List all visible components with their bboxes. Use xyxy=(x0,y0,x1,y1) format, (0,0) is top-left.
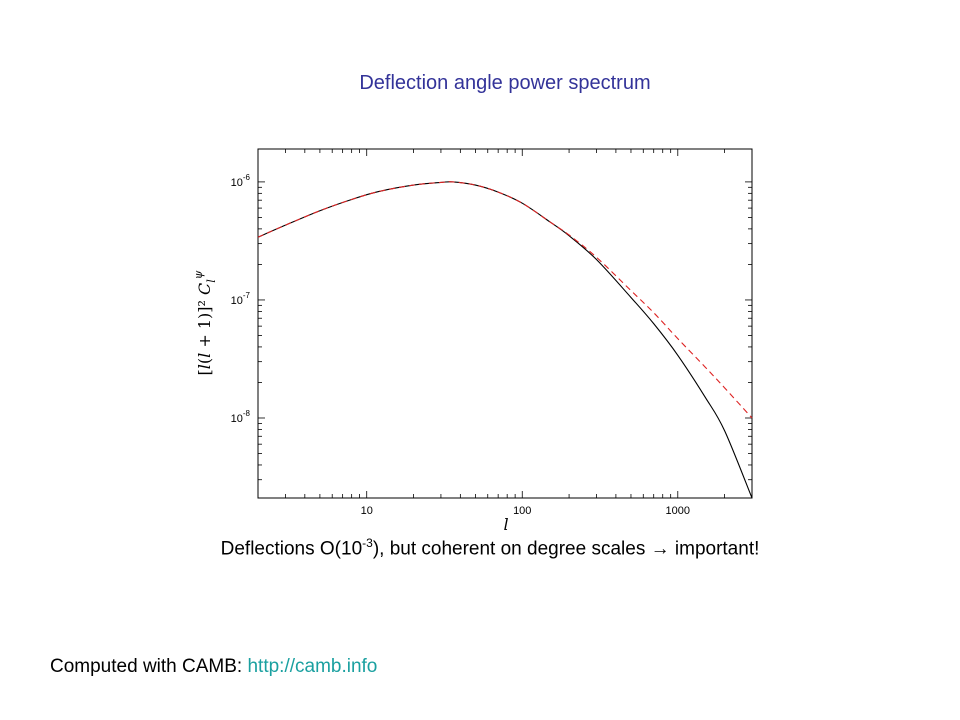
caption-prefix: Deflections O(10 xyxy=(220,538,363,560)
x-tick-label: 1000 xyxy=(666,505,690,517)
footer-text: Computed with CAMB: xyxy=(50,656,248,677)
y-axis-label: [l(l + 1)]² Clψ xyxy=(192,270,218,375)
series-layer xyxy=(257,181,753,499)
x-tick-label: 100 xyxy=(513,505,531,517)
footer: Computed with CAMB: http://camb.info xyxy=(50,656,377,678)
caption-exponent: -3 xyxy=(362,536,373,550)
caption: Deflections O(10-3), but coherent on deg… xyxy=(0,536,960,560)
deflection-spectrum-chart: 10 100 1000 10-8 10-7 10-6 l [l(l + 1)]² Clψ xyxy=(192,148,753,534)
axis-ticks xyxy=(257,149,753,498)
y-tick-label: 10-6 xyxy=(231,173,251,189)
arrow-icon: → xyxy=(650,538,670,560)
x-axis-label: l xyxy=(503,515,508,534)
camb-link[interactable]: http://camb.info xyxy=(247,656,378,677)
tick-labels: 10 100 1000 10-8 10-7 10-6 xyxy=(231,173,690,517)
caption-suffix: ), but coherent on degree scales xyxy=(372,538,646,560)
plot-frame xyxy=(257,148,753,499)
y-tick-label: 10-8 xyxy=(231,409,251,425)
slide-title: Deflection angle power spectrum xyxy=(359,72,651,94)
y-tick-label: 10-7 xyxy=(231,291,251,307)
series-line-dashed xyxy=(257,181,753,419)
svg-text:[l(l + 1)]² Clψ: [l(l + 1)]² Clψ xyxy=(192,270,218,375)
x-tick-label: 10 xyxy=(361,505,373,517)
caption-end: important! xyxy=(674,538,760,560)
